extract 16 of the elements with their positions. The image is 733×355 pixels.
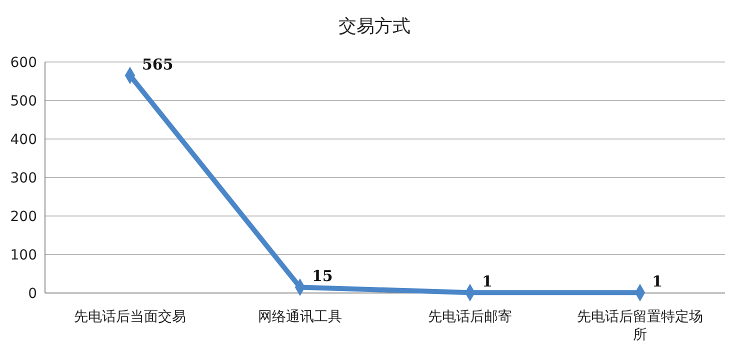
y-tick-label: 500 <box>10 94 37 110</box>
y-tick-label: 0 <box>28 286 37 302</box>
x-tick-label: 先电话后邮寄 <box>428 309 512 325</box>
x-tick-label: 网络通讯工具 <box>258 309 342 325</box>
x-tick-label: 先电话后当面交易 <box>74 309 186 325</box>
data-label: 15 <box>312 267 333 286</box>
y-tick-label: 600 <box>10 55 37 71</box>
chart-title: 交易方式 <box>338 16 410 37</box>
y-tick-label: 300 <box>10 170 37 186</box>
data-label: 565 <box>142 55 174 74</box>
data-label: 1 <box>652 272 662 291</box>
y-tick-label: 200 <box>10 209 37 225</box>
x-tick-label: 先电话后留置特定场所 <box>577 309 703 343</box>
y-tick-label: 100 <box>10 248 37 264</box>
y-tick-label: 400 <box>10 132 37 148</box>
data-label: 1 <box>482 272 492 291</box>
